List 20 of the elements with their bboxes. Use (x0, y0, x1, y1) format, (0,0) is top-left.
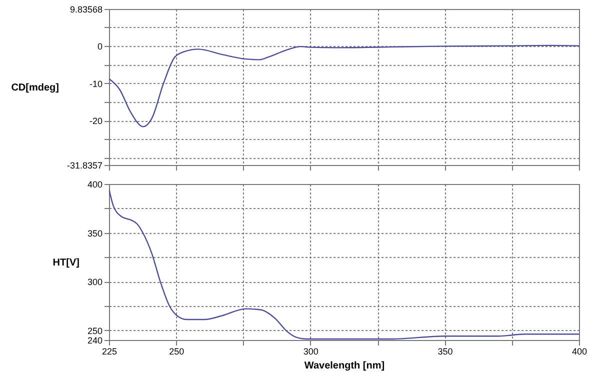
y-tick-label: -20 (89, 116, 102, 126)
y-axis-title: CD[mdeg] (11, 82, 59, 94)
y-tick-label: 350 (87, 228, 102, 238)
x-tick-label: 225 (102, 346, 118, 356)
x-axis-title: Wavelength [nm] (304, 360, 385, 372)
y-tick-label: 400 (87, 180, 102, 190)
line-series (109, 188, 579, 340)
y-tick-label: -10 (89, 78, 102, 89)
y-tick-label: 300 (87, 277, 102, 287)
x-tick-label: 300 (303, 346, 318, 356)
y-tick-label: 250 (87, 326, 102, 336)
y-axis-title: HT[V] (52, 258, 80, 268)
y-tick-label: 9.83568 (70, 4, 102, 14)
line-series (109, 44, 579, 128)
y-tick-label: -31.8357 (66, 160, 102, 170)
x-tick-label: 400 (572, 346, 588, 356)
x-tick-label: 250 (169, 346, 184, 356)
y-tick-label: 0 (97, 41, 102, 52)
y-tick-label: 240 (87, 336, 102, 346)
x-tick-label: 350 (438, 346, 453, 356)
